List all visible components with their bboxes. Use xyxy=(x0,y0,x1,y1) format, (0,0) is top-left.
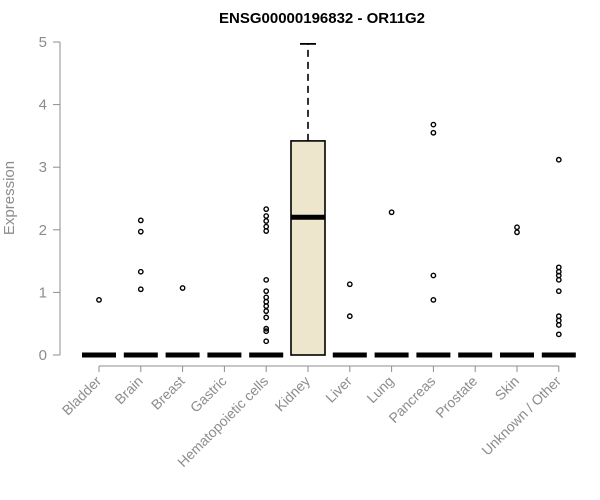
y-axis-label: Expression xyxy=(1,161,18,235)
y-tick-label: 1 xyxy=(39,284,47,301)
outlier-point xyxy=(137,286,144,293)
box-bladder xyxy=(82,297,116,358)
outlier-point xyxy=(430,121,437,128)
box-brain xyxy=(123,217,158,358)
outlier-point xyxy=(346,281,353,288)
x-tick-label: Skin xyxy=(492,373,523,404)
outlier-point xyxy=(514,229,520,236)
outlier-point xyxy=(137,228,144,235)
box-pancreas xyxy=(416,121,451,358)
y-tick-label: 0 xyxy=(39,347,47,364)
box-hematopoietic-cells xyxy=(249,206,284,358)
outlier-point xyxy=(263,325,270,332)
outlier-point xyxy=(263,218,270,224)
outlier-point xyxy=(263,314,270,321)
y-tick-label: 5 xyxy=(39,34,47,51)
x-tick-label: Kidney xyxy=(272,373,314,415)
box-liver xyxy=(332,281,367,358)
x-tick-label: Breast xyxy=(148,373,188,413)
outlier-point xyxy=(430,272,437,279)
outlier-point xyxy=(137,268,144,275)
outlier-point xyxy=(263,228,270,234)
outlier-point xyxy=(263,276,270,283)
outlier-point xyxy=(263,338,270,345)
outlier-point xyxy=(555,322,562,328)
box-lung xyxy=(374,209,409,358)
outlier-point xyxy=(514,224,520,231)
outlier-point xyxy=(346,313,353,320)
outlier-point xyxy=(555,288,562,295)
outlier-point xyxy=(263,206,270,213)
box-unknown-other xyxy=(541,156,576,358)
outlier-point xyxy=(137,217,144,224)
box-kidney xyxy=(290,42,326,356)
x-tick-label: Lung xyxy=(363,373,396,406)
outlier-point xyxy=(555,331,562,338)
outlier-point xyxy=(388,209,395,216)
outlier-point xyxy=(263,303,270,310)
outlier-point xyxy=(96,297,102,303)
outlier-point xyxy=(263,288,270,295)
boxes xyxy=(82,42,576,358)
outlier-point xyxy=(263,308,270,315)
y-tick-label: 3 xyxy=(39,159,47,176)
outlier-point xyxy=(263,328,270,335)
x-tick-label: Bladder xyxy=(59,373,105,419)
box-breast xyxy=(165,285,200,358)
outlier-point xyxy=(179,285,186,291)
x-tick-label: Liver xyxy=(322,373,355,406)
box-rect xyxy=(290,140,326,356)
y-tick-label: 2 xyxy=(39,222,47,239)
x-tick-label: Prostate xyxy=(432,373,480,421)
axes: 0 1 2 3 4 5 xyxy=(39,34,560,372)
outlier-point xyxy=(430,129,437,136)
box-skin xyxy=(500,224,534,358)
chart-title: ENSG00000196832 - OR11G2 xyxy=(219,10,425,27)
outlier-point xyxy=(555,156,562,163)
outlier-point xyxy=(263,213,270,219)
outlier-point xyxy=(555,276,562,283)
x-tick-label: Unknown / Other xyxy=(478,373,564,459)
x-tick-label: Brain xyxy=(111,373,145,407)
y-tick-label: 4 xyxy=(39,97,47,114)
outlier-point xyxy=(430,297,437,303)
